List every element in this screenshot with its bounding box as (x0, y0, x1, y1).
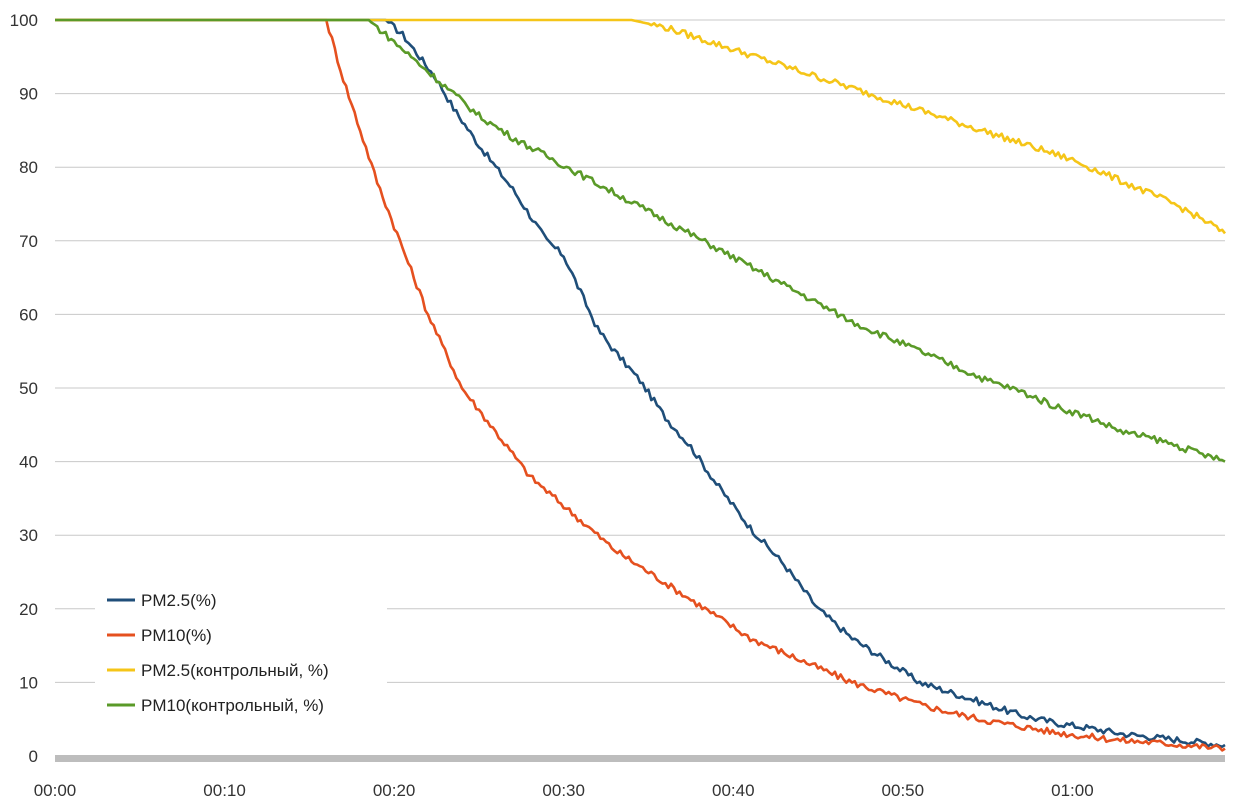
x-tick-label: 01:00 (1051, 781, 1094, 800)
y-tick-label: 90 (19, 85, 38, 104)
y-tick-label: 30 (19, 526, 38, 545)
x-tick-label: 00:10 (203, 781, 246, 800)
y-tick-label: 20 (19, 600, 38, 619)
series-layer (55, 18, 1227, 752)
legend: PM2.5(%) PM10(%) PM2.5(контрольный, %) PM10… (95, 583, 387, 723)
legend-label: PM2.5(%) (141, 591, 217, 610)
x-tick-label: 00:20 (373, 781, 416, 800)
y-tick-label: 40 (19, 453, 38, 472)
y-tick-label: 70 (19, 232, 38, 251)
y-tick-label: 80 (19, 158, 38, 177)
x-tick-label: 00:00 (34, 781, 77, 800)
legend-label: PM2.5(контрольный, %) (141, 661, 329, 680)
x-tick-label: 00:40 (712, 781, 755, 800)
series-line-3 (55, 18, 1226, 463)
legend-label: PM10(контрольный, %) (141, 696, 324, 715)
y-tick-label: 100 (10, 11, 38, 30)
y-tick-label: 60 (19, 305, 38, 324)
x-axis: 00:00 00:10 00:20 00:30 00:40 00:50 01:00 (34, 755, 1225, 800)
series-line-2 (55, 18, 1227, 235)
x-axis-line (55, 755, 1225, 762)
y-axis: 0 10 20 30 40 50 60 70 80 90 100 (10, 11, 38, 766)
legend-label: PM10(%) (141, 626, 212, 645)
y-tick-label: 10 (19, 673, 38, 692)
y-tick-label: 0 (29, 747, 38, 766)
y-tick-label: 50 (19, 379, 38, 398)
x-tick-label: 00:50 (882, 781, 925, 800)
legend-box (95, 583, 387, 723)
x-tick-label: 00:30 (542, 781, 585, 800)
